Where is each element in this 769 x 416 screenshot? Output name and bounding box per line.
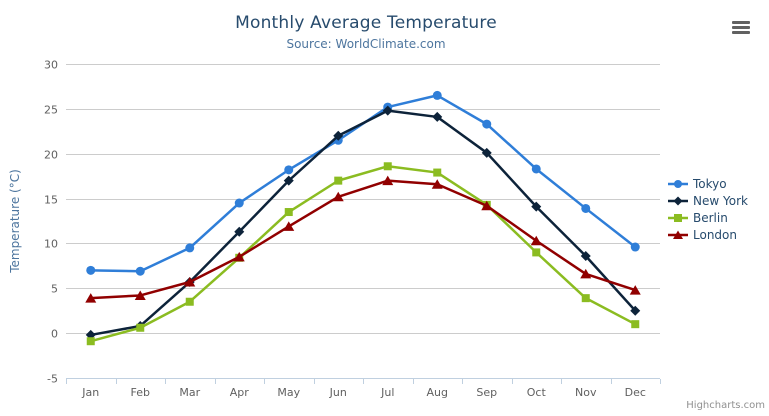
data-point[interactable] — [283, 175, 294, 186]
data-point[interactable] — [629, 285, 641, 295]
data-point[interactable] — [234, 226, 245, 237]
legend-item-berlin[interactable]: Berlin — [668, 210, 748, 225]
xaxis-tick-label: Feb — [131, 386, 150, 399]
xaxis-tick-label: Oct — [527, 386, 547, 399]
data-point[interactable] — [630, 305, 641, 316]
series-line[interactable] — [89, 165, 637, 343]
data-point[interactable] — [383, 162, 392, 171]
data-point[interactable] — [631, 320, 640, 329]
data-point[interactable] — [134, 290, 146, 300]
chart-subtitle: Source: WorldClimate.com — [286, 37, 446, 51]
data-point[interactable] — [333, 130, 344, 141]
data-point[interactable] — [531, 164, 541, 174]
yaxis-tick-label: 30 — [44, 59, 58, 72]
series-new-york — [85, 105, 641, 340]
data-point[interactable] — [580, 268, 592, 279]
legend-label: New York — [693, 193, 748, 208]
legend-item-tokyo[interactable]: Tokyo — [668, 176, 748, 191]
data-point[interactable] — [332, 191, 344, 202]
data-point[interactable] — [85, 293, 97, 303]
xaxis-tick-label: Jan — [81, 386, 99, 399]
data-point[interactable] — [86, 265, 96, 275]
legend-label: Berlin — [693, 210, 728, 225]
xaxis-tick-label: Dec — [625, 386, 646, 399]
data-point[interactable] — [283, 221, 295, 231]
data-point[interactable] — [284, 165, 294, 175]
data-point[interactable] — [630, 242, 640, 252]
legend-label: Tokyo — [693, 176, 727, 191]
data-point[interactable] — [185, 243, 195, 253]
data-point[interactable] — [233, 251, 245, 262]
chart-title: Monthly Average Temperature — [235, 13, 497, 33]
data-point[interactable] — [481, 147, 492, 158]
yaxis-tick-label: 0 — [51, 328, 58, 341]
hamburger-icon[interactable] — [732, 21, 750, 34]
legend-marker-icon — [668, 179, 688, 188]
data-point[interactable] — [482, 119, 492, 129]
legend-marker-glyph — [674, 213, 682, 222]
data-point[interactable] — [431, 179, 443, 189]
credits-link[interactable]: Highcharts.com — [686, 400, 765, 411]
xaxis-tick-label: Jul — [380, 386, 394, 399]
hamburger-bar — [732, 31, 750, 34]
data-point[interactable] — [432, 90, 442, 100]
data-point[interactable] — [530, 235, 542, 246]
legend-item-london[interactable]: London — [668, 227, 748, 242]
xaxis-tick-label: Mar — [179, 386, 200, 399]
data-point[interactable] — [135, 266, 145, 276]
yaxis-tick-label: 10 — [44, 238, 58, 251]
legend-marker-icon — [668, 196, 688, 205]
yaxis-tick-label: 15 — [44, 194, 58, 207]
data-point[interactable] — [580, 250, 591, 261]
data-point[interactable] — [581, 294, 590, 303]
xaxis-tick-label: Aug — [427, 386, 448, 399]
xaxis-tick-label: Apr — [230, 386, 250, 399]
data-point[interactable] — [382, 105, 393, 116]
legend-label: London — [693, 227, 737, 242]
xaxis-tick-label: Sep — [476, 386, 497, 399]
data-point[interactable] — [433, 168, 442, 177]
yaxis-tick-label: 25 — [44, 104, 58, 117]
hamburger-bar — [732, 21, 750, 24]
data-point[interactable] — [136, 323, 145, 332]
yaxis-tick-label: 20 — [44, 149, 58, 162]
data-point[interactable] — [284, 208, 293, 217]
data-point[interactable] — [185, 297, 194, 306]
series-tokyo — [86, 90, 640, 276]
series-line[interactable] — [89, 179, 637, 300]
data-point[interactable] — [581, 203, 591, 213]
data-point[interactable] — [184, 277, 196, 287]
legend-marker-glyph — [673, 196, 683, 205]
legend-marker-glyph — [673, 230, 683, 239]
xaxis-tick-label: May — [277, 386, 300, 399]
data-point[interactable] — [86, 337, 95, 346]
series-line[interactable] — [89, 94, 637, 273]
series-line[interactable] — [89, 109, 637, 337]
data-point[interactable] — [234, 198, 244, 208]
legend-marker-icon — [668, 213, 688, 222]
yaxis-tick-label: 5 — [51, 283, 58, 296]
yaxis-tick-label: -5 — [47, 373, 58, 386]
series-london — [85, 175, 641, 303]
xaxis-tick-label: Jun — [329, 386, 347, 399]
data-point[interactable] — [432, 111, 443, 122]
data-point[interactable] — [334, 176, 343, 185]
xaxis-tick-label: Nov — [575, 386, 597, 399]
data-point[interactable] — [531, 201, 542, 212]
hamburger-bar — [732, 26, 750, 29]
data-point[interactable] — [532, 248, 541, 257]
data-point[interactable] — [481, 200, 493, 211]
legend-marker-glyph — [674, 179, 682, 188]
data-point[interactable] — [382, 175, 394, 186]
legend-marker-icon — [668, 230, 688, 239]
legend-item-new-york[interactable]: New York — [668, 193, 748, 208]
legend: Tokyo New York Berlin London — [668, 176, 748, 242]
